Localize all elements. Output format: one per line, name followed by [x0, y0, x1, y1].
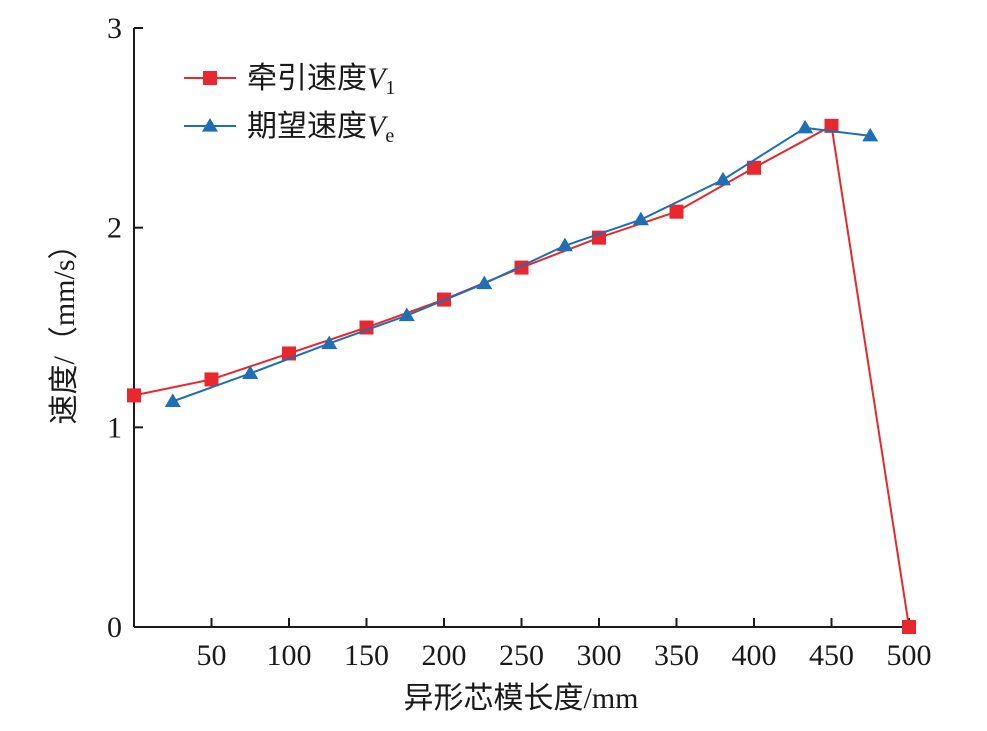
legend-label: 期望速度Ve	[247, 110, 394, 147]
x-tick-label: 400	[732, 639, 777, 672]
data-point	[556, 237, 573, 252]
data-point	[476, 275, 493, 290]
x-tick-label: 250	[499, 639, 544, 672]
data-point	[824, 118, 839, 133]
data-point	[632, 211, 649, 226]
legend-label: 牵引速度V1	[247, 62, 395, 99]
x-tick-label: 350	[654, 639, 699, 672]
legend-marker	[203, 71, 217, 85]
x-tick-label: 50	[197, 639, 227, 672]
x-axis-label: 异形芯模长度/mm	[403, 682, 638, 715]
data-point	[862, 127, 879, 142]
y-tick-label: 3	[107, 12, 122, 45]
y-tick-label: 0	[107, 611, 122, 644]
data-point	[747, 160, 761, 175]
x-tick-label: 500	[887, 639, 932, 672]
data-point	[204, 372, 219, 387]
x-tick-label: 200	[422, 639, 467, 672]
legend-item: 期望速度Ve	[184, 110, 394, 147]
data-point	[398, 307, 415, 322]
data-point	[321, 335, 338, 350]
y-tick-label: 1	[107, 411, 122, 444]
x-tick-label: 450	[809, 639, 854, 672]
legend-marker	[202, 118, 218, 132]
series-layer	[127, 118, 916, 634]
data-point	[715, 171, 731, 186]
x-tick-label: 100	[267, 639, 312, 672]
data-point	[902, 620, 916, 634]
x-tick-label: 300	[577, 639, 622, 672]
data-point	[669, 204, 684, 219]
data-point	[127, 388, 141, 403]
series-2	[164, 119, 879, 407]
series-line	[172, 126, 871, 403]
legend: 牵引速度V1 期望速度Ve	[184, 62, 395, 147]
y-axis-label: 速度/（mm/s）	[48, 229, 81, 424]
x-tick-label: 150	[344, 639, 389, 672]
legend-item: 牵引速度V1	[184, 62, 395, 99]
y-tick-label: 2	[107, 212, 122, 245]
data-point	[242, 365, 259, 380]
data-point	[797, 119, 814, 134]
data-point	[164, 393, 181, 407]
ticks: 50 100 150 200 250 300 350 400 450 500 0 1 2 3	[107, 12, 932, 672]
